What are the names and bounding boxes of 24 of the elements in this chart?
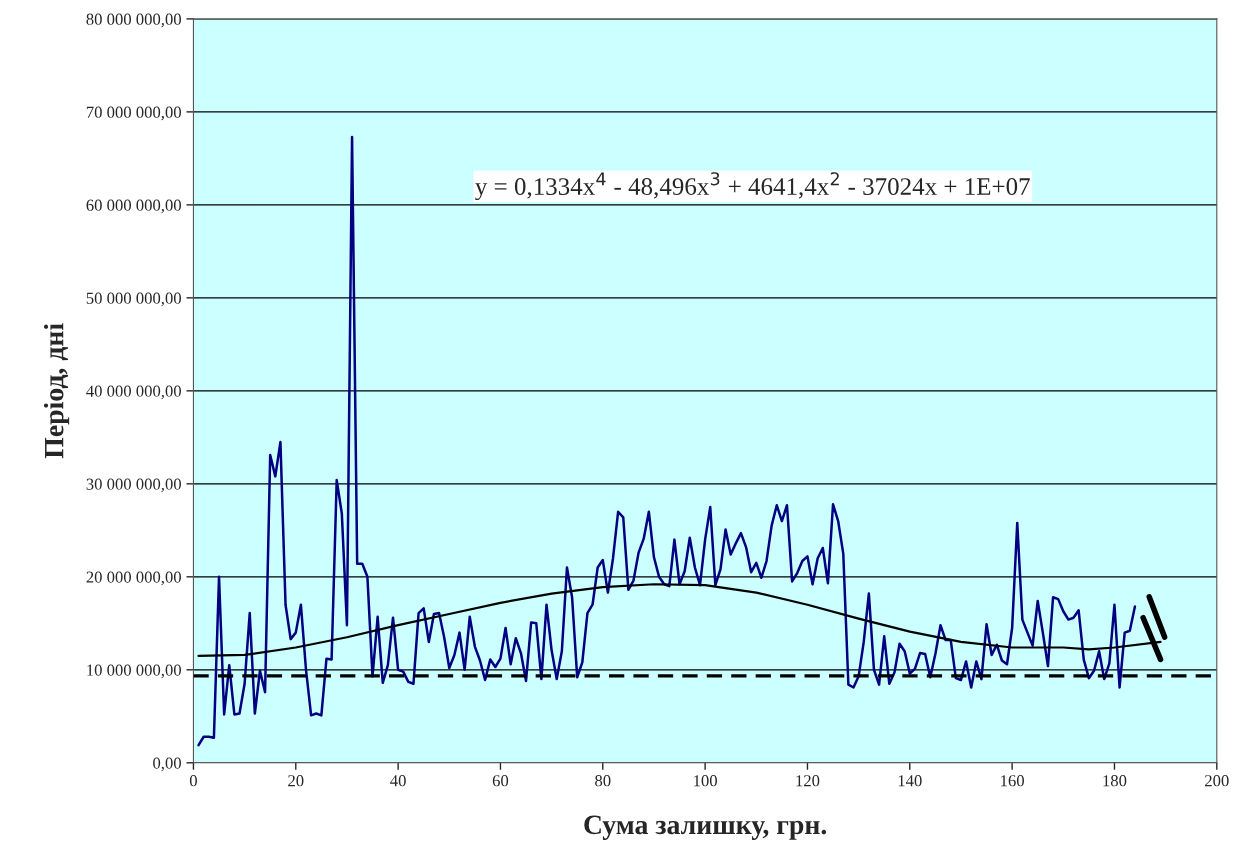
x-axis-title: Сума залишку, грн. — [584, 815, 827, 840]
x-tick-label: 80 — [595, 775, 611, 787]
x-tick-label: 200 — [1205, 775, 1229, 787]
y-tick-label: 20 000 000,00 — [86, 571, 181, 586]
y-tick-label: 60 000 000,00 — [86, 199, 181, 214]
annotation: y = 0,1334x$^{4}$ - 48,496x$^{3}$ + 4641,4x$^{2}$ - 37024x + 1E+07 — [475, 172, 1030, 201]
x-tick-label: 20 — [288, 775, 304, 787]
y-tick-label: 30 000 000,00 — [86, 478, 181, 493]
x-tick-label: 180 — [1103, 775, 1127, 787]
x-tick-label: 140 — [898, 775, 922, 787]
x-tick-label: 120 — [796, 775, 820, 787]
y-tick-label: 0,00 — [153, 757, 181, 772]
y-axis-title: Період, дні — [43, 323, 70, 459]
x-tick-label: 0 — [189, 775, 197, 787]
x-tick-label: 160 — [1001, 775, 1024, 787]
y-tick-label: 40 000 000,00 — [86, 385, 181, 400]
y-tick-label: 10 000 000,00 — [87, 664, 181, 679]
y-tick-label: 70 000 000,00 — [86, 106, 181, 121]
y-tick-label: 50 000 000,00 — [86, 292, 181, 307]
x-tick-label: 60 — [492, 775, 509, 787]
x-tick-label: 40 — [390, 775, 406, 787]
line-series — [197, 135, 1137, 747]
x-tick-label: 100 — [694, 775, 717, 787]
y-tick-label: 80 000 000,00 — [86, 13, 181, 28]
